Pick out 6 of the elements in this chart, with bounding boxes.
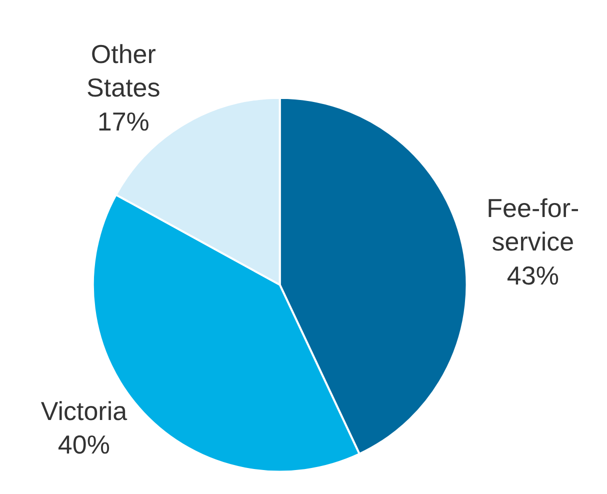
slice-label: Victoria xyxy=(40,396,128,426)
data-label: 17% xyxy=(97,106,150,137)
slice-label: Other States xyxy=(86,38,160,103)
data-label: 43% xyxy=(506,260,559,290)
slice-label: Fee-for-service xyxy=(486,192,580,257)
data-label: 40% xyxy=(58,430,110,460)
